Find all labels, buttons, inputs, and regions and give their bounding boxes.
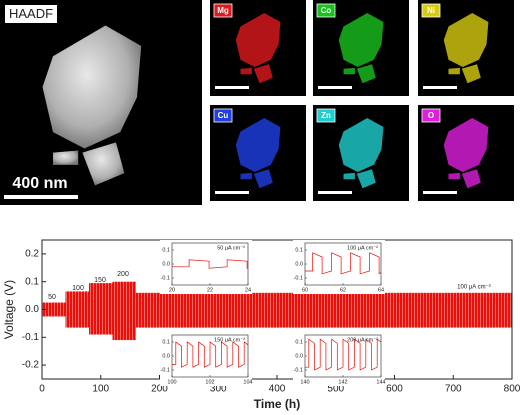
inset-x-tick-label: 62 bbox=[340, 287, 346, 293]
element-map: Mg bbox=[210, 0, 306, 96]
y-axis-label: Voltage (V) bbox=[2, 280, 16, 339]
x-tick-label: 600 bbox=[386, 384, 403, 395]
scale-bar bbox=[215, 86, 249, 89]
y-tick-label: -0.2 bbox=[22, 360, 40, 371]
inset-x-tick-label: 104 bbox=[243, 379, 252, 385]
inset-y-tick-label: 0.0 bbox=[162, 353, 170, 359]
map-label: Zn bbox=[321, 111, 331, 120]
element-map: Cu bbox=[210, 105, 306, 201]
inset-x-tick-label: 60 bbox=[302, 287, 308, 293]
x-axis-label: Time (h) bbox=[254, 397, 300, 411]
element-map: O bbox=[418, 105, 514, 201]
y-tick-label: 0.2 bbox=[25, 249, 39, 260]
inset-x-tick-label: 20 bbox=[169, 287, 175, 293]
element-map: Ni bbox=[418, 0, 514, 96]
map-label: Cu bbox=[218, 111, 229, 120]
inset-title: 150 μA cm⁻² bbox=[214, 337, 245, 343]
voltage-band bbox=[112, 281, 136, 341]
inset-y-tick-label: 0.1 bbox=[162, 339, 170, 345]
voltage-band bbox=[42, 302, 66, 317]
x-tick-label: 400 bbox=[269, 384, 286, 395]
x-tick-label: 500 bbox=[327, 384, 344, 395]
y-tick-label: -0.1 bbox=[22, 332, 40, 343]
inset-y-tick-label: -0.1 bbox=[294, 275, 303, 281]
scale-bar bbox=[318, 86, 352, 89]
map-label-box bbox=[421, 108, 441, 123]
inset-y-tick-label: -0.1 bbox=[161, 367, 170, 373]
element-map: Zn bbox=[313, 105, 409, 201]
y-tick-label: 0.1 bbox=[25, 276, 39, 287]
inset-y-tick-label: 0.0 bbox=[295, 353, 303, 359]
map-label-box bbox=[316, 3, 336, 18]
annotation: 150 bbox=[94, 277, 106, 284]
map-label: Co bbox=[321, 6, 332, 15]
inset-line bbox=[172, 259, 248, 269]
map-label-box bbox=[316, 108, 336, 123]
inset-line bbox=[172, 341, 249, 368]
inset-y-tick-label: -0.1 bbox=[294, 367, 303, 373]
inset-y-tick-label: -0.1 bbox=[161, 275, 170, 281]
scale-bar-label: 400 nm bbox=[12, 175, 67, 192]
inset-x-tick-label: 102 bbox=[205, 379, 214, 385]
x-tick-label: 0 bbox=[39, 384, 45, 395]
annotation: 100 bbox=[72, 285, 84, 292]
inset-title: 50 μA cm⁻² bbox=[217, 245, 245, 251]
scale-bar bbox=[423, 86, 457, 89]
map-label-box bbox=[213, 108, 233, 123]
element-map: Co bbox=[313, 0, 409, 96]
voltage-band bbox=[89, 283, 113, 335]
haadf-panel: HAADF 400 nm bbox=[0, 0, 202, 205]
scale-bar bbox=[318, 191, 352, 194]
annotation: 200 bbox=[117, 271, 129, 278]
inset-x-tick-label: 142 bbox=[338, 379, 347, 385]
inset-x-tick-label: 24 bbox=[245, 287, 251, 293]
voltage-band bbox=[136, 292, 512, 328]
x-tick-label: 100 bbox=[92, 384, 109, 395]
voltage-band bbox=[65, 291, 89, 328]
inset-title: 200 μA cm⁻² bbox=[347, 337, 378, 343]
inset-line bbox=[305, 252, 382, 275]
inset-x-tick-label: 144 bbox=[376, 379, 385, 385]
inset-x-tick-label: 100 bbox=[167, 379, 176, 385]
map-label: Ni bbox=[427, 6, 435, 15]
inset: 60 62 64 -0.1 0.0 0.1 100 μA cm⁻² bbox=[293, 240, 385, 294]
inset-title: 100 μA cm⁻² bbox=[347, 245, 378, 251]
inset-x-tick-label: 22 bbox=[207, 287, 213, 293]
inset-y-tick-label: 0.1 bbox=[295, 339, 303, 345]
map-label-box bbox=[421, 3, 441, 18]
inset: 100 102 104 -0.1 0.0 0.1 150 μA cm⁻² bbox=[160, 332, 253, 386]
inset-x-tick-label: 64 bbox=[378, 287, 384, 293]
x-tick-label: 700 bbox=[445, 384, 462, 395]
inset-line bbox=[305, 338, 382, 371]
x-tick-label: 300 bbox=[210, 384, 227, 395]
haadf-label: HAADF bbox=[9, 6, 53, 21]
annotation: 50 bbox=[48, 294, 56, 301]
map-label: O bbox=[428, 111, 434, 120]
annotation: 100 μA cm⁻² bbox=[457, 285, 491, 291]
y-tick-label: 0.0 bbox=[25, 304, 39, 315]
inset-y-tick-label: 0.0 bbox=[295, 261, 303, 267]
scale-bar bbox=[423, 191, 457, 194]
inset-y-tick-label: 0.1 bbox=[295, 247, 303, 253]
inset-y-tick-label: 0.0 bbox=[162, 261, 170, 267]
inset: 140 142 144 -0.1 0.0 0.1 200 μA cm⁻² bbox=[293, 332, 386, 386]
map-label-box bbox=[213, 3, 233, 18]
x-tick-label: 800 bbox=[504, 384, 520, 395]
inset: 20 22 24 -0.1 0.0 0.1 50 μA cm⁻² bbox=[160, 240, 252, 294]
scale-bar bbox=[215, 191, 249, 194]
x-tick-label: 200 bbox=[151, 384, 168, 395]
inset-y-tick-label: 0.1 bbox=[162, 247, 170, 253]
map-label: Mg bbox=[217, 6, 229, 15]
inset-x-tick-label: 140 bbox=[300, 379, 309, 385]
